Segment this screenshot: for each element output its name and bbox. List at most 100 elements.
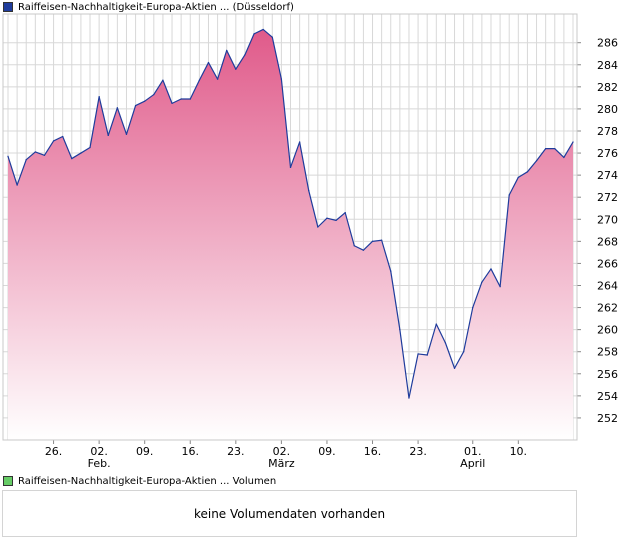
price-point (317, 226, 319, 228)
price-segment (481, 268, 492, 283)
price-point (153, 93, 155, 96)
price-segment (34, 151, 46, 156)
price-segment (463, 306, 474, 353)
price-point (244, 54, 246, 56)
price-point (399, 329, 401, 331)
price-point (390, 270, 392, 272)
y-tick-label: 280 (597, 103, 618, 116)
price-segment (253, 28, 264, 35)
price-segment (25, 151, 36, 161)
price-legend-label: Raiffeisen-Nachhaltigkeit-Europa-Aktien … (18, 1, 294, 13)
price-segment (162, 79, 173, 104)
price-segment (89, 96, 100, 149)
price-point (262, 28, 264, 31)
y-tick-label: 262 (597, 302, 618, 315)
y-tick-label: 272 (597, 191, 618, 204)
price-segment (107, 107, 118, 136)
price-segment (344, 212, 355, 247)
price-point (34, 151, 36, 153)
price-point (326, 217, 328, 219)
price-point (308, 189, 310, 192)
price-segment (134, 100, 146, 107)
price-segment (508, 176, 519, 196)
y-tick-label: 274 (597, 169, 618, 182)
price-point (362, 249, 365, 251)
price-point (189, 98, 191, 100)
price-point (535, 160, 538, 162)
price-point (52, 140, 55, 142)
price-point (280, 78, 282, 80)
price-point (426, 354, 428, 356)
price-segment (271, 36, 282, 80)
price-segment (262, 28, 273, 38)
x-tick-label: 26. (45, 445, 63, 458)
price-point (216, 78, 219, 80)
price-point (253, 33, 255, 35)
price-point (344, 212, 346, 214)
price-segment (499, 194, 510, 288)
x-tick-month-label: April (460, 457, 485, 470)
plot-frame (2, 13, 578, 441)
price-point (226, 49, 228, 52)
price-segment (125, 105, 137, 135)
price-segment (335, 212, 346, 221)
price-segment (417, 353, 428, 356)
price-point (408, 397, 410, 399)
x-tick-label: 16. (364, 445, 382, 458)
y-tick-label: 270 (597, 213, 618, 226)
volume-legend: Raiffeisen-Nachhaltigkeit-Europa-Aktien … (3, 475, 276, 487)
price-point (125, 133, 128, 135)
price-segment (198, 61, 210, 81)
y-tick-label: 268 (597, 235, 618, 248)
volume-legend-label: Raiffeisen-Nachhaltigkeit-Europa-Aktien … (18, 475, 277, 487)
price-segment (80, 146, 91, 154)
y-tick-label: 278 (597, 125, 618, 138)
y-tick-label: 266 (597, 257, 618, 270)
price-segment (62, 135, 73, 160)
price-point (25, 159, 27, 161)
x-tick-label: 16. (182, 445, 200, 458)
price-segment (426, 323, 437, 356)
volume-empty-message: keine Volumendaten vorhanden (193, 507, 386, 521)
price-point (162, 79, 164, 81)
price-point (499, 285, 501, 288)
price-segment (7, 155, 18, 186)
price-point (299, 141, 301, 143)
price-point (353, 245, 355, 247)
price-point (98, 96, 100, 98)
price-segment (390, 270, 401, 331)
price-segment (43, 140, 55, 156)
price-legend: Raiffeisen-Nachhaltigkeit-Europa-Aktien … (3, 1, 294, 13)
price-segment (16, 159, 27, 186)
price-point (545, 148, 547, 150)
price-point (271, 36, 273, 38)
price-segment (144, 93, 155, 102)
price-point (417, 353, 419, 355)
price-segment (280, 78, 292, 169)
price-point (80, 152, 82, 154)
price-point (517, 176, 519, 178)
price-point (62, 135, 64, 138)
price-segment (535, 148, 547, 162)
y-tick-label: 284 (597, 59, 618, 72)
price-point (107, 134, 109, 136)
x-tick-month-label: März (268, 457, 295, 470)
price-segment (326, 217, 337, 221)
price-point (180, 98, 182, 100)
price-point (7, 155, 9, 157)
price-segment (490, 268, 501, 288)
volume-panel: keine Volumendaten vorhanden (2, 490, 577, 537)
price-point (435, 323, 437, 325)
price-point (490, 268, 492, 270)
y-tick-label: 282 (597, 81, 618, 94)
x-tick-label: 02. (90, 445, 108, 458)
price-segment (399, 329, 410, 399)
x-tick-label: 02. (273, 445, 291, 458)
price-segment (554, 148, 565, 159)
x-tick-label: 09. (136, 445, 154, 458)
price-segment (381, 239, 392, 272)
price-segment (226, 49, 237, 70)
y-tick-label: 254 (597, 390, 618, 403)
y-tick-label: 256 (597, 368, 618, 381)
price-point (43, 154, 46, 156)
